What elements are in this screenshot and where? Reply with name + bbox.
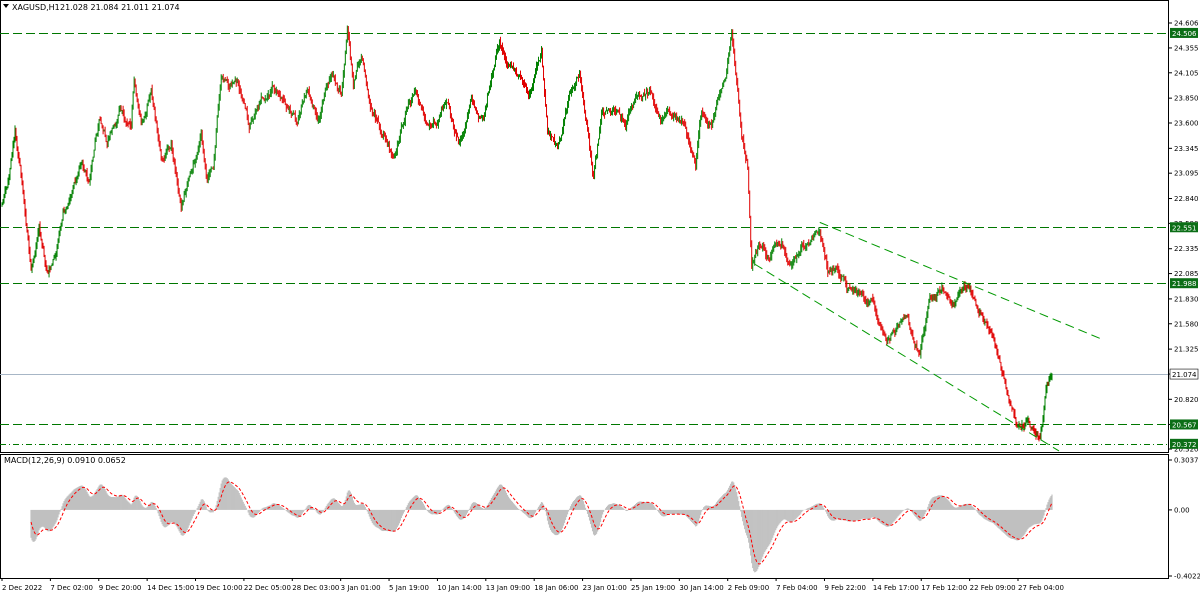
macd-label: MACD(12,26,9) 0.0910 0.0652 <box>4 456 126 465</box>
date-label: 9 Feb 22:00 <box>824 584 865 592</box>
ohlc-label: 21.028 21.084 21.011 21.074 <box>60 3 180 12</box>
date-label: 3 Jan 01:00 <box>341 584 381 592</box>
date-label: 7 Feb 04:00 <box>776 584 817 592</box>
main-pane <box>0 25 1168 452</box>
price-tick-label: 23.345 <box>1174 145 1199 153</box>
date-label: 5 Jan 19:00 <box>389 584 429 592</box>
date-label: 14 Dec 15:00 <box>147 584 194 592</box>
date-label: 9 Dec 20:00 <box>99 584 142 592</box>
date-label: 28 Dec 03:00 <box>292 584 339 592</box>
price-tick-label: 23.600 <box>1174 119 1199 127</box>
price-tick-label: 21.325 <box>1174 346 1199 354</box>
level-lines <box>0 33 1168 445</box>
trend-line-channel-bottom <box>754 263 1060 452</box>
main-frame <box>0 0 1169 453</box>
price-axis: 24.606 24.355 24.105 23.850 23.600 23.345 23.0… <box>1168 20 1200 581</box>
date-label: 22 Feb 09:00 <box>970 584 1016 592</box>
macd-tick-label: -0.4022 <box>1174 573 1200 581</box>
price-tick-label: 21.830 <box>1174 295 1199 303</box>
date-label: 10 Jan 14:00 <box>437 584 481 592</box>
level-label: 22.551 <box>1172 224 1197 232</box>
level-label-box <box>1170 27 1198 38</box>
date-label: 18 Jan 06:00 <box>534 584 578 592</box>
price-tick-label: 22.335 <box>1174 245 1199 253</box>
date-label: 17 Feb 12:00 <box>921 584 967 592</box>
date-label: 2 Dec 2022 <box>2 584 42 592</box>
price-tick-label: 20.320 <box>1174 446 1199 454</box>
level-label-box <box>1169 368 1199 380</box>
price-tick-label: 24.355 <box>1174 44 1199 52</box>
price-tick-label: 22.840 <box>1174 195 1199 203</box>
price-tick-label: 23.850 <box>1174 95 1199 103</box>
macd-signal-line <box>30 481 1053 565</box>
level-label: 20.567 <box>1172 421 1197 429</box>
collapse-triangle-icon[interactable] <box>3 4 9 8</box>
macd-tick-label: 0.3037 <box>1174 457 1199 465</box>
date-label: 30 Jan 14:00 <box>679 584 723 592</box>
level-label: 21.988 <box>1172 280 1197 288</box>
level-label-box <box>1170 222 1198 233</box>
level-label: 24.506 <box>1172 30 1197 38</box>
level-label-box <box>1170 438 1198 449</box>
date-label: 19 Dec 10:00 <box>196 584 243 592</box>
price-tick-label: 20.820 <box>1174 396 1199 404</box>
price-tick-label: 23.095 <box>1174 170 1199 178</box>
date-label: 23 Jan 01:00 <box>583 584 627 592</box>
trend-line-channel-top <box>819 221 1104 341</box>
price-tick-label: 22.085 <box>1174 270 1199 278</box>
frames <box>0 0 1169 579</box>
level-label-box <box>1170 419 1198 430</box>
price-tick-label: 24.105 <box>1174 69 1199 77</box>
time-axis: 2 Dec 2022 7 Dec 02:00 9 Dec 20:00 14 Dec 1… <box>1 578 1064 592</box>
date-label: 22 Dec 05:00 <box>244 584 291 592</box>
symbol-label: XAGUSD,H1 <box>12 3 60 12</box>
date-label: 7 Dec 02:00 <box>50 584 93 592</box>
date-label: 25 Jan 19:00 <box>631 584 675 592</box>
price-tick-label: 24.606 <box>1174 20 1199 28</box>
date-label: 14 Feb 17:00 <box>873 584 919 592</box>
macd-tick-label: 0.00 <box>1174 506 1190 514</box>
date-label: 2 Feb 09:00 <box>728 584 769 592</box>
level-label: 21.074 <box>1172 371 1197 379</box>
level-label-box <box>1170 278 1198 289</box>
candles <box>1 25 1053 442</box>
price-tick-label: 21.580 <box>1174 320 1199 328</box>
date-label: 13 Jan 09:00 <box>486 584 530 592</box>
date-label: 27 Feb 04:00 <box>1018 584 1064 592</box>
trend-lines <box>754 221 1104 452</box>
level-label: 20.372 <box>1172 441 1197 449</box>
macd-pane <box>30 477 1053 573</box>
macd-frame <box>0 454 1169 579</box>
